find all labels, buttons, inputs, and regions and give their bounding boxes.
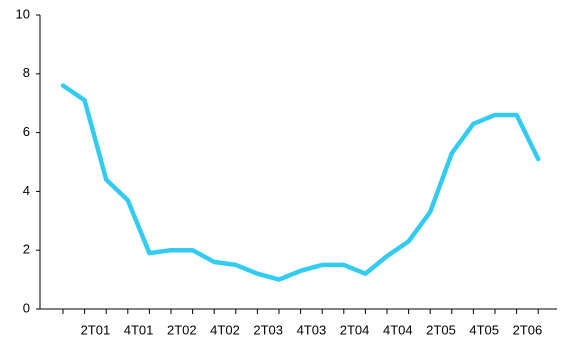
x-tick-label: 4T02 [210,322,240,337]
x-tick-label: 2T01 [81,322,111,337]
x-tick-label: 2T05 [426,322,456,337]
x-tick-label: 4T03 [297,322,327,337]
x-tick-label: 2T04 [340,322,370,337]
y-tick-label: 4 [23,183,30,198]
x-tick-label: 2T06 [513,322,543,337]
x-tick-label: 4T01 [124,322,154,337]
y-tick-label: 2 [23,242,30,257]
x-tick-label: 2T03 [253,322,283,337]
x-tick-label: 4T05 [469,322,499,337]
line [60,83,541,282]
y-tick-label: 10 [16,6,30,21]
y-tick-label: 0 [23,300,30,315]
x-tick-label: 2T02 [167,322,197,337]
y-tick-label: 6 [23,124,30,139]
x-tick-label: 4T04 [383,322,413,337]
y-tick-label: 8 [23,65,30,80]
